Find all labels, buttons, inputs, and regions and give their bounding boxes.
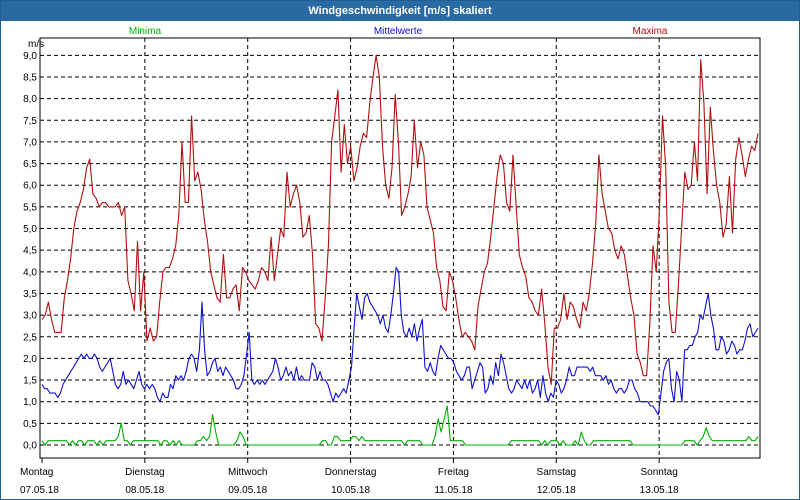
x-tick-day: Dienstag <box>125 467 164 478</box>
x-tick-date: 10.05.18 <box>331 485 370 496</box>
y-tick-label: 2,0 <box>23 354 37 365</box>
y-tick-label: 6,0 <box>23 181 37 192</box>
x-tick-day: Freitag <box>438 467 469 478</box>
legend-mittelwerte: Mittelwerte <box>374 26 423 37</box>
y-tick-label: 1,5 <box>23 376 37 387</box>
y-tick-label: 7,5 <box>23 116 37 127</box>
y-tick-label: 1,0 <box>23 397 37 408</box>
x-tick-date: 08.05.18 <box>125 485 164 496</box>
y-tick-label: 8,0 <box>23 94 37 105</box>
y-tick-label: 4,0 <box>23 267 37 278</box>
y-tick-label: 5,5 <box>23 202 37 213</box>
y-tick-label: 3,0 <box>23 311 37 322</box>
plot-border <box>39 37 761 459</box>
x-axis-ticks: Montag 07.05.18 Dienstag 08.05.18 Mittwoch 09… <box>20 458 679 496</box>
y-axis-unit: m/s <box>28 39 44 50</box>
y-tick-label: 2,5 <box>23 332 37 343</box>
x-tick-date: 07.05.18 <box>20 485 59 496</box>
plot-area <box>39 37 761 459</box>
x-tick-day: Donnerstag <box>325 467 377 478</box>
y-tick-label: 0,5 <box>23 419 37 430</box>
series-line-maxima <box>41 54 759 385</box>
x-tick-date: 11.05.18 <box>434 485 473 496</box>
legend-maxima: Maxima <box>632 26 667 37</box>
x-tick-date: 13.05.18 <box>640 485 679 496</box>
y-tick-label: 9,0 <box>23 51 37 62</box>
series-lines <box>41 54 759 446</box>
x-tick-day: Sonntag <box>641 467 678 478</box>
series-line-mittelwerte <box>41 266 759 416</box>
y-tick-label: 6,5 <box>23 159 37 170</box>
y-tick-label: 3,5 <box>23 289 37 300</box>
x-tick-day: Mittwoch <box>228 467 267 478</box>
x-tick-day: Samstag <box>537 467 576 478</box>
chart-title: Windgeschwindigkeit [m/s] skaliert <box>1 1 799 21</box>
series-line-minima <box>41 405 759 446</box>
y-tick-label: 0,0 <box>23 441 37 452</box>
legend-minima: Minima <box>129 26 162 37</box>
x-tick-date: 09.05.18 <box>228 485 267 496</box>
y-tick-label: 7,0 <box>23 137 37 148</box>
x-tick-date: 12.05.18 <box>537 485 576 496</box>
y-tick-label: 8,5 <box>23 72 37 83</box>
x-tick-day: Montag <box>20 467 53 478</box>
y-axis-ticks: 0,0 0,5 1,0 1,5 2,0 2,5 3,0 3,5 4,0 4,5 5,0 5,5 6,0 6… <box>23 51 37 452</box>
y-tick-label: 5,0 <box>23 224 37 235</box>
y-tick-label: 4,5 <box>23 246 37 257</box>
